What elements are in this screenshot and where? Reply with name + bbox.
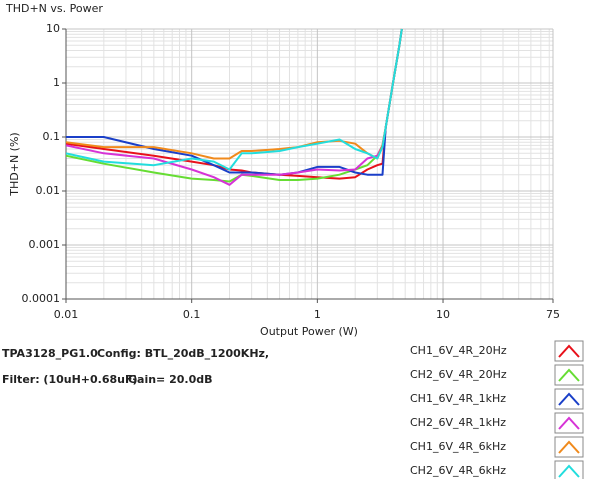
legend-box <box>554 412 584 434</box>
y-tick-label: 10 <box>46 22 60 35</box>
x-tick-label: 10 <box>436 308 450 321</box>
series-line <box>66 28 403 171</box>
x-axis-label: Output Power (W) <box>260 325 358 338</box>
legend-swatch <box>558 464 580 478</box>
legend-swatch <box>558 416 580 430</box>
legend-label: CH2_6V_4R_6kHz <box>410 464 506 477</box>
legend-box <box>554 364 584 386</box>
x-tick-label: 1 <box>314 308 321 321</box>
y-tick-label: 0.001 <box>29 238 61 251</box>
legend-swatch <box>558 440 580 454</box>
y-tick-label: 0.0001 <box>22 292 61 305</box>
legend-swatch <box>558 344 580 358</box>
legend-label: CH1_6V_4R_20Hz <box>410 344 507 357</box>
annotation: Config: BTL_20dB_1200KHz, <box>97 347 269 360</box>
annotation: Filter: (10uH+0.68uF) <box>2 373 138 386</box>
legend-box <box>554 388 584 410</box>
x-tick-label: 0.1 <box>183 308 201 321</box>
y-tick-label: 1 <box>53 76 60 89</box>
annotation: Gain= 20.0dB <box>128 373 213 386</box>
legend-label: CH1_6V_4R_1kHz <box>410 392 506 405</box>
x-tick-label: 0.01 <box>54 308 79 321</box>
y-axis-label: THD+N (%) <box>8 132 21 196</box>
y-tick-label: 0.1 <box>43 130 61 143</box>
x-tick-label: 75 <box>546 308 560 321</box>
legend-box <box>554 340 584 362</box>
legend-label: CH1_6V_4R_6kHz <box>410 440 506 453</box>
legend-label: CH2_6V_4R_1kHz <box>410 416 506 429</box>
legend-label: CH2_6V_4R_20Hz <box>410 368 507 381</box>
annotation: TPA3128_PG1.0 <box>2 347 98 360</box>
legend-swatch <box>558 392 580 406</box>
y-tick-label: 0.01 <box>36 184 61 197</box>
legend-swatch <box>558 368 580 382</box>
legend-box <box>554 436 584 458</box>
chart-title: THD+N vs. Power <box>5 2 103 15</box>
plot-lines <box>66 28 403 186</box>
